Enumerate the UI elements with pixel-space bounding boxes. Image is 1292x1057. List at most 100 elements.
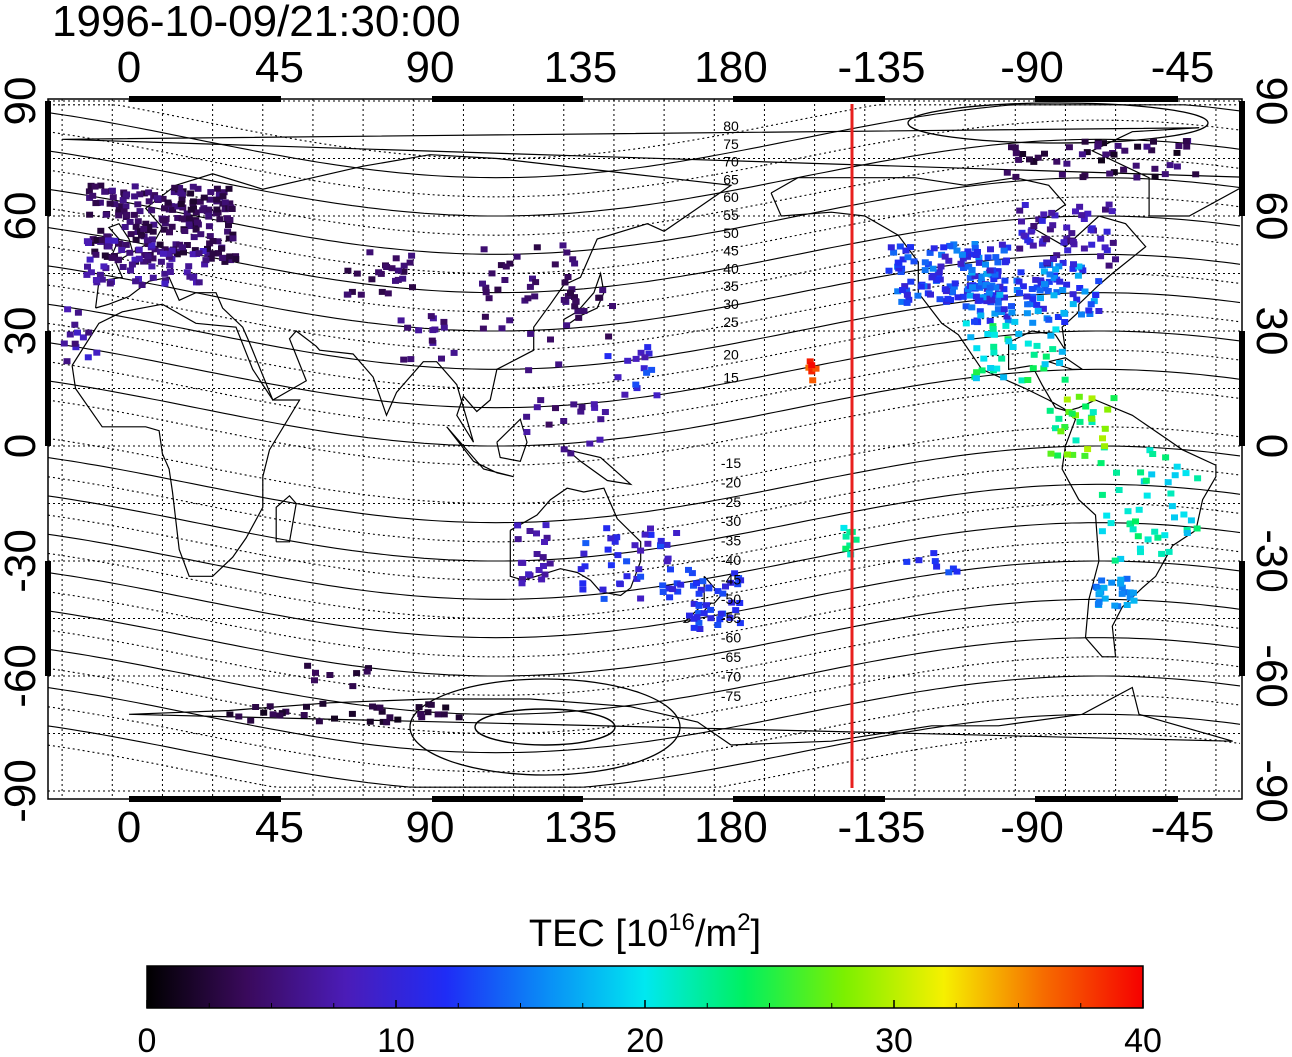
tec-point <box>967 334 975 341</box>
tec-point <box>1103 228 1111 235</box>
tec-point <box>992 284 1000 291</box>
tec-point <box>226 253 234 260</box>
tec-point <box>1052 425 1059 432</box>
tec-point <box>501 277 509 283</box>
tec-point <box>108 187 116 194</box>
tec-point <box>677 581 685 588</box>
tec-point <box>1133 174 1141 181</box>
tec-point <box>378 708 386 715</box>
tec-point <box>599 287 607 294</box>
tec-point <box>142 220 150 227</box>
tec-point <box>134 201 142 208</box>
tec-point <box>1100 140 1107 147</box>
tec-point <box>1094 143 1102 150</box>
tec-point <box>539 554 547 561</box>
tec-point <box>161 205 168 212</box>
contour-label: -35 <box>721 533 741 549</box>
tec-point <box>204 251 212 257</box>
tec-point <box>1034 308 1042 314</box>
tec-point <box>71 321 79 328</box>
tec-point <box>384 290 392 297</box>
tec-point <box>572 298 580 305</box>
tec-point <box>579 586 587 593</box>
tec-point <box>921 267 929 274</box>
tec-point <box>998 355 1006 362</box>
tec-point <box>1081 452 1089 459</box>
tec-point <box>1132 162 1140 169</box>
tec-point <box>1017 269 1025 276</box>
tec-point <box>1162 454 1170 461</box>
tec-point <box>705 585 713 592</box>
tec-point <box>97 182 105 189</box>
tec-point <box>983 270 991 277</box>
frame-bar <box>45 331 51 446</box>
tec-point <box>990 276 998 282</box>
tec-point <box>91 183 99 190</box>
tec-point <box>971 244 979 251</box>
tec-point <box>1042 353 1050 360</box>
tec-point <box>221 206 229 213</box>
tec-point <box>690 600 698 607</box>
tec-point <box>1049 222 1057 229</box>
tec-point <box>995 295 1003 302</box>
tec-point <box>136 208 144 215</box>
tec-point <box>183 269 191 276</box>
tec-point <box>532 279 540 286</box>
tec-point <box>1192 171 1200 178</box>
tec-point <box>1043 236 1051 243</box>
tec-point <box>479 325 487 332</box>
tec-point <box>971 273 979 280</box>
tec-point <box>596 294 604 301</box>
tec-point <box>599 586 607 593</box>
tec-point <box>166 269 174 275</box>
tec-point <box>907 278 915 285</box>
tec-point <box>1078 212 1086 219</box>
tec-point <box>976 308 984 315</box>
contour-line <box>48 104 1241 179</box>
tec-point <box>1166 162 1174 169</box>
tec-point <box>570 401 578 408</box>
contour-line <box>48 387 1241 466</box>
contour-label: -55 <box>721 610 741 626</box>
contour-line <box>48 234 1241 313</box>
tec-point <box>1033 301 1041 308</box>
tec-point <box>1061 319 1069 325</box>
contour-line <box>48 694 1241 773</box>
tec-point <box>524 295 532 302</box>
tec-point <box>87 269 95 276</box>
tec-point <box>1111 557 1119 564</box>
tec-point <box>1041 150 1048 157</box>
tec-point <box>106 200 114 207</box>
tec-point <box>968 267 976 273</box>
tec-point <box>1161 171 1169 178</box>
coastline <box>496 418 528 462</box>
tec-point <box>523 413 531 420</box>
tec-point <box>1064 451 1071 458</box>
tec-point <box>685 566 692 573</box>
tec-point <box>901 283 909 290</box>
tec-point <box>260 709 268 716</box>
tec-point <box>225 185 233 192</box>
tec-point <box>1111 602 1119 609</box>
tec-point <box>192 209 200 216</box>
tec-point <box>1069 239 1077 245</box>
tec-point <box>1080 216 1088 222</box>
tec-point <box>388 265 396 272</box>
tec-point <box>1115 487 1123 493</box>
tec-point <box>994 268 1002 275</box>
tec-point <box>998 241 1006 248</box>
tec-point <box>1167 490 1175 497</box>
tec-point <box>616 581 624 588</box>
tec-point <box>560 418 568 424</box>
tec-point <box>366 249 374 256</box>
tec-point <box>376 704 384 711</box>
tec-point <box>160 217 167 224</box>
tec-point <box>386 714 394 721</box>
tec-point <box>353 270 361 277</box>
tec-point <box>119 197 127 204</box>
tec-point <box>647 531 655 538</box>
contour-line <box>48 541 1241 620</box>
tec-point <box>953 247 961 254</box>
tec-point <box>1142 477 1150 484</box>
tec-point <box>1082 403 1090 410</box>
